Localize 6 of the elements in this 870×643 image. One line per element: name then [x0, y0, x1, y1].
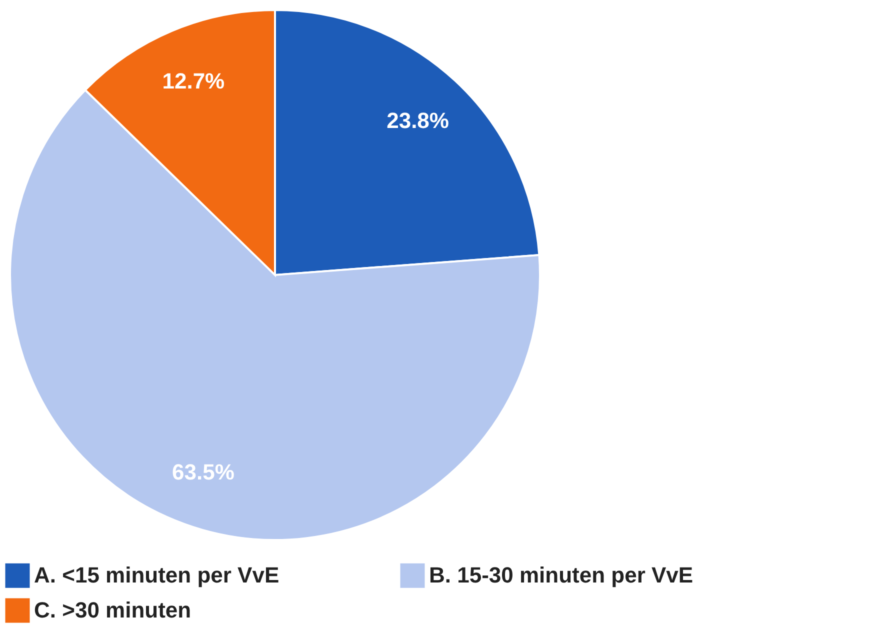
data-label: 23.8%	[386, 108, 449, 134]
legend-label: A. <15 minuten per VvE	[34, 562, 280, 588]
data-label: 63.5%	[172, 459, 234, 484]
data-label: 12.7%	[162, 68, 225, 94]
legend-label: C. >30 minuten	[34, 598, 192, 622]
legend-label: B. 15-30 minuten per VvE	[429, 562, 694, 588]
